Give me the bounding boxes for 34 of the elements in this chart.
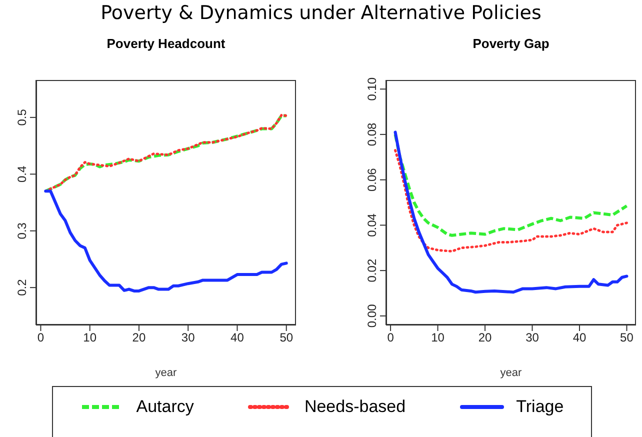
line-series <box>44 190 288 292</box>
x-axis-title: year <box>500 367 522 379</box>
line-series <box>394 130 628 294</box>
y-tick-label: 0.4 <box>15 165 29 182</box>
x-tick-label: 40 <box>230 330 244 345</box>
x-axis-title: year <box>155 367 178 379</box>
y-tick-label: 0.2 <box>15 278 29 296</box>
x-tick-label: 50 <box>620 330 634 345</box>
y-tick-label: 0.3 <box>15 222 29 240</box>
x-tick-label: 10 <box>431 330 445 345</box>
y-tick-label: 0.10 <box>365 77 379 101</box>
y-tick-label: 0.08 <box>365 122 379 146</box>
x-tick-label: 50 <box>280 330 294 345</box>
x-tick-label: 30 <box>526 330 540 345</box>
y-tick-label: 0.02 <box>365 258 379 282</box>
y-tick-label: 0.5 <box>15 108 29 126</box>
x-tick-label: 30 <box>181 330 196 345</box>
legend-label: Needs-based <box>304 397 406 417</box>
x-tick-label: 20 <box>478 330 492 345</box>
legend-label: Autarcy <box>136 397 194 417</box>
x-tick-label: 20 <box>132 330 146 345</box>
line-series <box>394 132 628 237</box>
y-tick-label: 0.00 <box>365 304 379 328</box>
line-series <box>394 149 628 253</box>
chart-title: Poverty Headcount <box>106 36 226 51</box>
x-tick-label: 0 <box>37 330 44 345</box>
x-tick-label: 0 <box>387 330 394 345</box>
x-tick-label: 40 <box>572 330 586 345</box>
y-tick-label: 0.04 <box>365 213 379 237</box>
chart-title: Poverty Gap <box>472 36 550 51</box>
y-tick-label: 0.06 <box>365 168 379 192</box>
x-tick-label: 10 <box>83 330 97 345</box>
legend-label: Triage <box>516 397 564 417</box>
text: Poverty & Dynamics under Alternative Policies <box>100 2 542 24</box>
